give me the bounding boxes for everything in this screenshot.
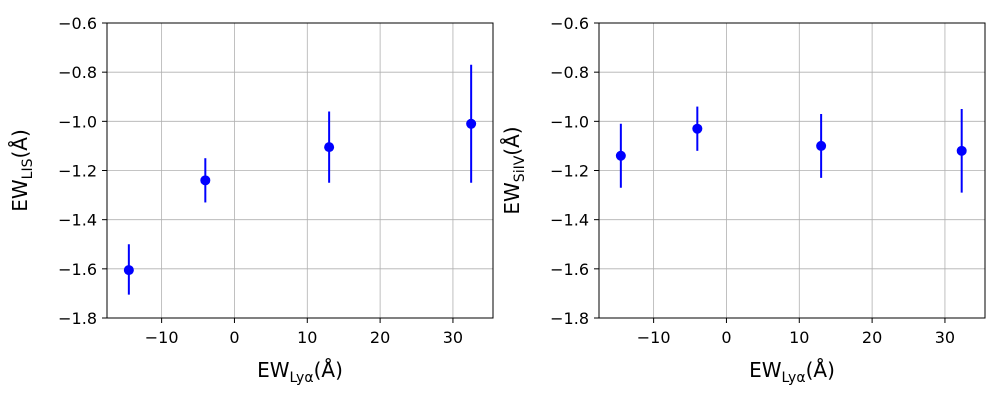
y-tick-label: −0.6 — [58, 14, 97, 33]
y-tick-label: −1.8 — [58, 309, 97, 328]
y-tick-label: −1.0 — [58, 112, 97, 131]
x-tick-label: 0 — [721, 328, 731, 347]
y-axis-label: EWSiIV(Å) — [500, 126, 528, 214]
x-tick-label: −10 — [637, 328, 671, 347]
data-point — [692, 123, 703, 134]
y-tick-label: −0.8 — [58, 63, 97, 82]
y-tick-label: −1.2 — [58, 162, 97, 181]
x-tick-label: 30 — [443, 328, 463, 347]
y-axis-label-subscript: LIS — [20, 158, 36, 179]
y-tick-label: −0.6 — [550, 14, 589, 33]
data-point — [200, 175, 211, 186]
x-tick-label: 20 — [862, 328, 882, 347]
chart-panel-lis: −10 0 10 20 30 −1.8 −1.6 −1.4 −1.2 −1.0 −0.8 −0.6 EW… — [8, 14, 494, 386]
x-tick-label: 30 — [935, 328, 955, 347]
y-tick-label: −1.0 — [550, 112, 589, 131]
x-axis-label-subscript: Lyα — [782, 370, 806, 386]
y-tick-label: −1.6 — [550, 260, 589, 279]
y-tick-label: −1.6 — [58, 260, 97, 279]
y-tick-label: −1.4 — [58, 211, 97, 230]
y-tick-label: −0.8 — [550, 63, 589, 82]
y-axis-label-subscript: SiIV — [512, 155, 528, 182]
x-axis-label: EWLyα(Å) — [749, 358, 835, 386]
chart-panel-siiv: −10 0 10 20 30 −1.8 −1.6 −1.4 −1.2 −1.0 −0.8 −0.6 EW… — [500, 14, 986, 386]
data-point — [466, 118, 477, 129]
x-tick-label: −10 — [145, 328, 179, 347]
x-tick-label: 10 — [789, 328, 809, 347]
data-point — [816, 140, 827, 151]
data-point — [956, 145, 967, 156]
data-point — [324, 142, 335, 153]
y-tick-label: −1.2 — [550, 162, 589, 181]
y-tick-label: −1.4 — [550, 211, 589, 230]
data-point — [615, 150, 626, 161]
x-tick-label: 20 — [370, 328, 390, 347]
y-axis-label: EWLIS(Å) — [8, 129, 36, 212]
data-point — [123, 265, 134, 276]
y-tick-label: −1.8 — [550, 309, 589, 328]
x-axis-label: EWLyα(Å) — [257, 358, 343, 386]
x-tick-label: 10 — [297, 328, 317, 347]
x-tick-label: 0 — [229, 328, 239, 347]
x-axis-label-subscript: Lyα — [290, 370, 314, 386]
